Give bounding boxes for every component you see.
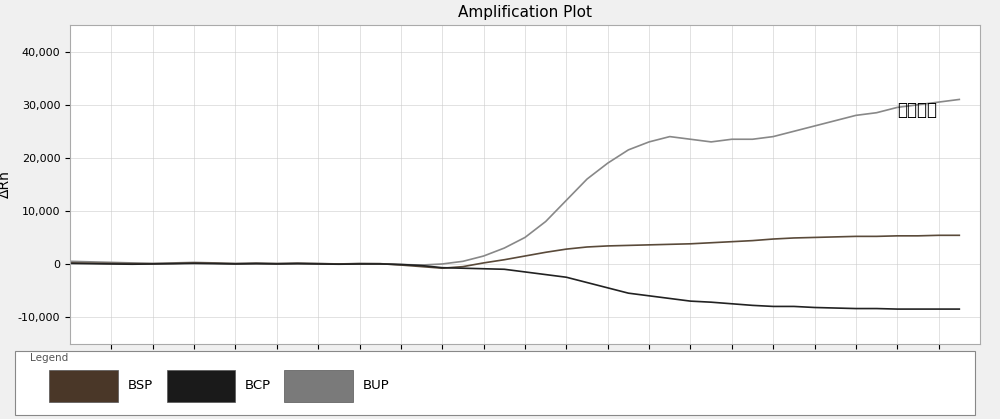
Text: BCP: BCP: [245, 379, 271, 392]
Text: Legend: Legend: [30, 354, 68, 363]
Text: BSP: BSP: [128, 379, 153, 392]
Title: Amplification Plot: Amplification Plot: [458, 5, 592, 20]
Y-axis label: ΔRn: ΔRn: [0, 171, 12, 198]
FancyBboxPatch shape: [167, 370, 235, 402]
FancyBboxPatch shape: [15, 351, 975, 416]
FancyBboxPatch shape: [284, 370, 353, 402]
Text: 伪品柴胡: 伪品柴胡: [897, 101, 937, 119]
FancyBboxPatch shape: [49, 370, 118, 402]
X-axis label: Cycle: Cycle: [506, 369, 544, 383]
Text: BUP: BUP: [363, 379, 390, 392]
